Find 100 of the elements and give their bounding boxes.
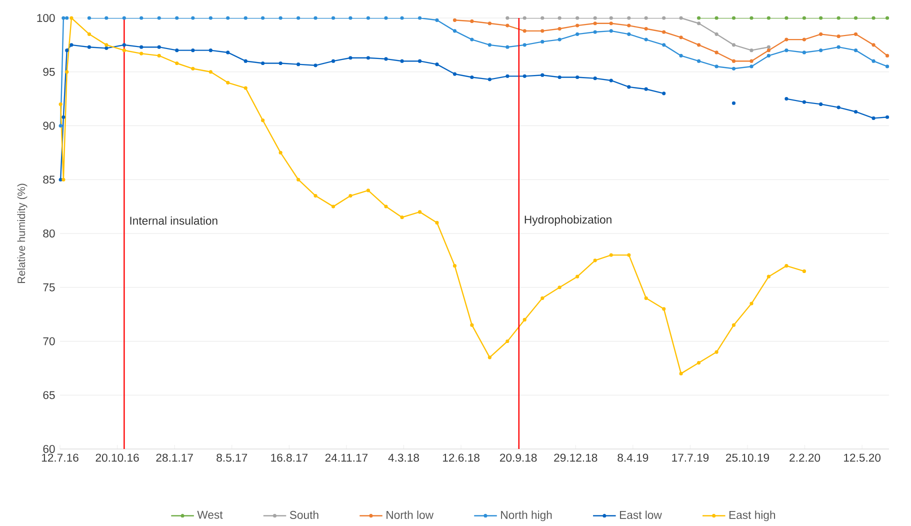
point: [348, 194, 352, 198]
point: [70, 16, 74, 20]
y-tick-label: 80: [43, 229, 55, 238]
point: [732, 66, 736, 70]
point: [732, 323, 736, 327]
point: [714, 64, 718, 68]
point: [400, 215, 404, 220]
point: [885, 64, 890, 68]
x-tick-label: 17.7.19: [672, 454, 709, 462]
point: [819, 32, 823, 36]
x-tick-label: 24.11.17: [325, 454, 368, 462]
point: [62, 178, 66, 182]
x-tick-label: 8.4.19: [618, 454, 648, 462]
point: [644, 16, 648, 20]
point: [662, 16, 666, 20]
point: [244, 86, 248, 90]
point: [208, 48, 212, 52]
point: [226, 50, 230, 54]
point: [384, 16, 388, 20]
point: [679, 16, 683, 20]
point: [627, 32, 631, 36]
point: [784, 38, 788, 42]
point: [522, 74, 526, 78]
point: [157, 45, 161, 49]
point: [70, 43, 74, 47]
point: [854, 32, 858, 36]
point: [662, 307, 666, 311]
point: [558, 285, 562, 290]
point: [191, 48, 195, 52]
point: [766, 54, 770, 58]
point: [470, 75, 474, 79]
point: [488, 78, 492, 82]
point: [836, 34, 840, 38]
point: [452, 264, 457, 268]
point: [679, 36, 683, 40]
point: [576, 24, 580, 28]
point: [400, 16, 404, 20]
point: [540, 16, 544, 20]
point: [802, 50, 806, 54]
point: [58, 124, 62, 128]
point: [244, 59, 248, 63]
point: [576, 75, 580, 79]
point: [366, 188, 370, 192]
point: [226, 16, 230, 20]
point: [226, 80, 230, 84]
y-tick-label: 100: [37, 14, 55, 22]
point: [65, 70, 69, 74]
point: [540, 296, 544, 300]
point: [872, 59, 876, 63]
point: [802, 100, 806, 104]
point: [558, 75, 562, 79]
legend-label: North low: [386, 510, 434, 519]
legend-label: West: [197, 510, 223, 519]
point: [872, 43, 876, 47]
legend-label: East high: [729, 510, 776, 522]
point: [627, 16, 631, 20]
point: [122, 16, 126, 20]
point: [784, 96, 788, 101]
x-tick-label: 12.7.16: [42, 454, 78, 462]
point: [714, 16, 718, 20]
point: [87, 16, 92, 20]
point: [314, 64, 318, 68]
y-tick-label: 70: [43, 337, 55, 346]
point: [766, 45, 770, 49]
point: [784, 264, 788, 268]
point: [296, 178, 300, 182]
point: [558, 16, 562, 20]
point: [766, 48, 770, 52]
y-tick-label: 65: [43, 391, 55, 400]
point: [644, 38, 648, 42]
x-tick-label: 20.10.16: [96, 454, 139, 462]
point: [679, 54, 683, 58]
point: [593, 76, 597, 80]
x-tick-label: 20.9.18: [500, 454, 537, 462]
point: [261, 118, 265, 122]
point: [609, 22, 613, 26]
point: [418, 210, 422, 214]
point: [400, 59, 404, 63]
point: [784, 48, 788, 52]
point: [540, 40, 544, 44]
point: [854, 110, 858, 114]
point: [435, 62, 439, 66]
x-tick-label: 12.6.18: [442, 454, 480, 462]
point: [644, 87, 648, 91]
point: [366, 56, 370, 60]
point: [750, 48, 754, 52]
point: [384, 204, 388, 208]
point: [766, 16, 770, 20]
x-tick-label: 4.3.18: [388, 454, 420, 462]
point: [122, 48, 126, 52]
point: [609, 253, 613, 257]
point: [522, 16, 526, 20]
point: [470, 19, 474, 23]
point: [714, 50, 718, 54]
point: [470, 323, 474, 327]
point: [802, 269, 806, 273]
point: [885, 16, 890, 20]
point: [140, 45, 144, 49]
point: [435, 220, 439, 224]
x-tick-label: 28.1.17: [156, 454, 193, 462]
